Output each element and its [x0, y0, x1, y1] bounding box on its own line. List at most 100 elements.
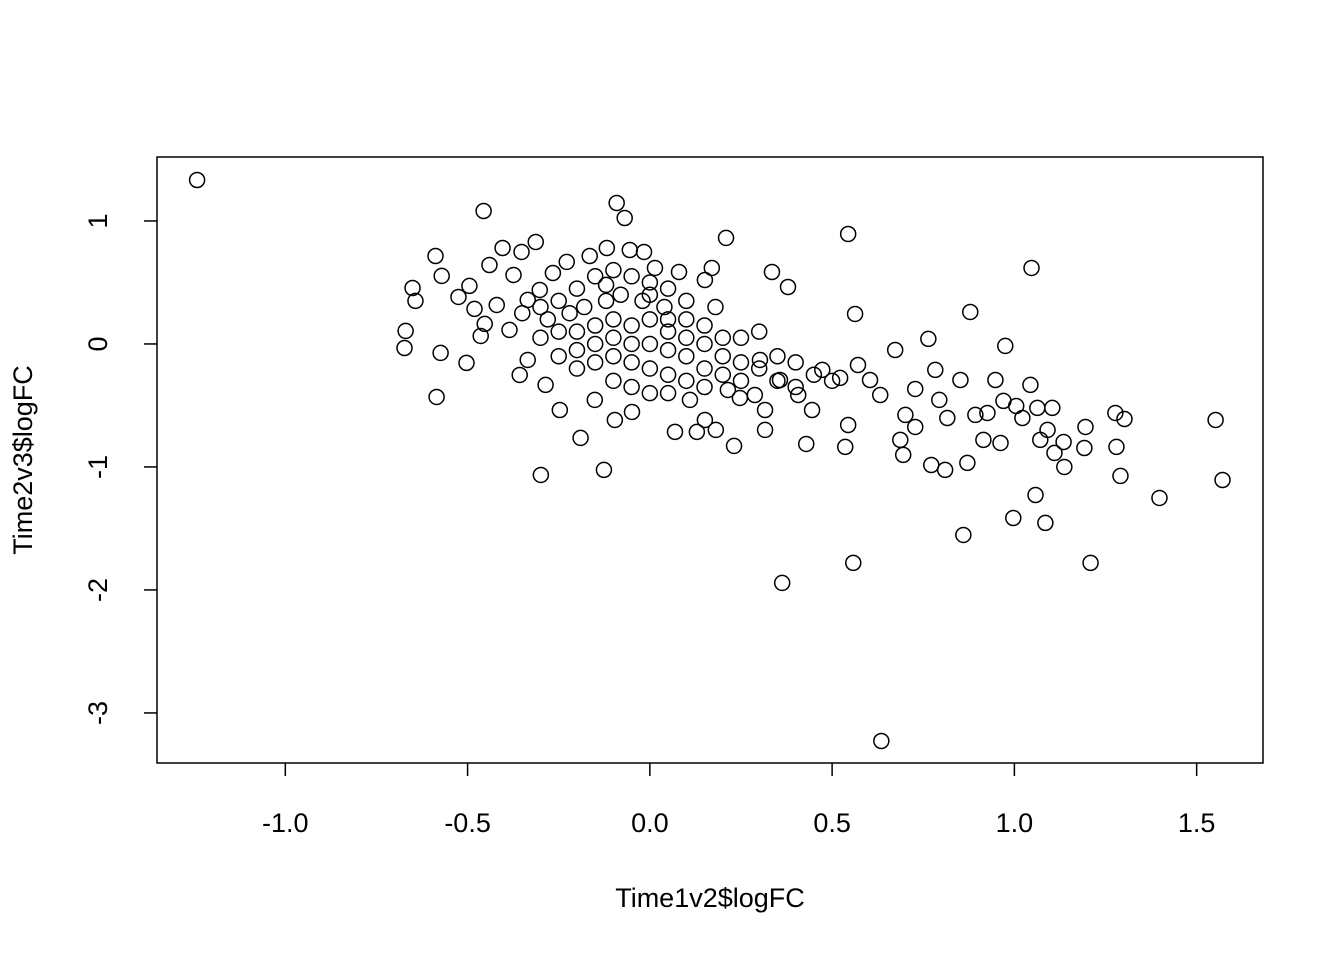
point — [923, 456, 940, 474]
point — [763, 263, 781, 281]
point — [703, 259, 721, 277]
point — [623, 403, 641, 421]
point — [959, 454, 976, 472]
point — [595, 461, 613, 479]
point — [756, 421, 774, 439]
point — [432, 344, 449, 362]
point — [931, 391, 948, 409]
point — [927, 361, 944, 379]
point — [750, 360, 768, 377]
point — [481, 256, 498, 274]
point — [678, 372, 695, 390]
point — [975, 431, 992, 449]
point — [725, 437, 743, 455]
point — [641, 286, 659, 304]
point — [906, 418, 924, 436]
point — [532, 466, 550, 484]
point — [1044, 399, 1061, 417]
point — [472, 327, 489, 345]
y-tick-label: -2 — [83, 578, 113, 602]
point — [1207, 411, 1224, 429]
x-tick-label: 1.5 — [1178, 808, 1216, 838]
point — [550, 348, 567, 365]
point — [605, 329, 622, 347]
point — [1046, 444, 1063, 462]
point — [1022, 376, 1039, 394]
point — [605, 348, 622, 365]
point — [666, 423, 684, 441]
point — [1107, 404, 1124, 422]
point — [511, 366, 528, 384]
y-tick-label: 0 — [83, 336, 113, 351]
point — [678, 329, 695, 347]
point — [732, 372, 750, 390]
point — [550, 292, 567, 310]
point — [641, 311, 659, 328]
point — [659, 323, 677, 340]
point — [659, 341, 677, 359]
point — [513, 243, 530, 261]
point — [1027, 486, 1044, 504]
point — [488, 296, 505, 314]
point — [751, 351, 769, 369]
point — [396, 339, 413, 357]
point — [707, 298, 724, 316]
point — [1056, 458, 1073, 476]
point — [646, 259, 664, 277]
point — [803, 401, 821, 419]
point — [678, 292, 695, 310]
point — [397, 322, 414, 340]
point — [886, 341, 904, 359]
point — [561, 304, 578, 322]
point — [568, 341, 586, 359]
point — [936, 461, 954, 479]
point — [779, 278, 797, 296]
point — [612, 286, 629, 304]
point — [1077, 418, 1094, 436]
point — [719, 381, 737, 399]
point — [845, 554, 862, 572]
point — [659, 366, 677, 383]
point — [659, 384, 677, 402]
point — [849, 356, 867, 374]
point — [678, 311, 695, 328]
point — [514, 304, 531, 322]
y-axis-label: Time2v3$logFC — [8, 365, 38, 555]
point — [532, 298, 549, 316]
point — [846, 305, 864, 323]
point — [623, 354, 640, 371]
point — [1055, 433, 1072, 451]
point — [839, 416, 857, 434]
y-tick-label: -1 — [83, 455, 113, 479]
point — [407, 292, 424, 310]
point — [641, 384, 659, 402]
point — [656, 298, 673, 316]
point — [939, 409, 956, 427]
point — [606, 411, 624, 429]
point — [1116, 410, 1133, 428]
point — [494, 239, 511, 257]
point — [598, 239, 616, 257]
point — [586, 354, 604, 371]
point — [531, 281, 549, 299]
point — [696, 360, 713, 377]
point — [427, 247, 444, 265]
point — [952, 371, 969, 389]
point — [544, 264, 562, 282]
point — [717, 229, 735, 247]
point — [605, 372, 622, 390]
point — [746, 386, 764, 404]
point — [572, 429, 589, 447]
point — [670, 263, 688, 281]
point — [641, 274, 659, 291]
point — [1151, 489, 1168, 507]
y-tick-label: 1 — [83, 213, 113, 228]
point — [505, 266, 522, 284]
point — [894, 446, 912, 464]
point — [696, 271, 714, 289]
x-tick-label: 0.0 — [631, 808, 669, 838]
point — [608, 194, 625, 212]
point — [188, 171, 206, 189]
